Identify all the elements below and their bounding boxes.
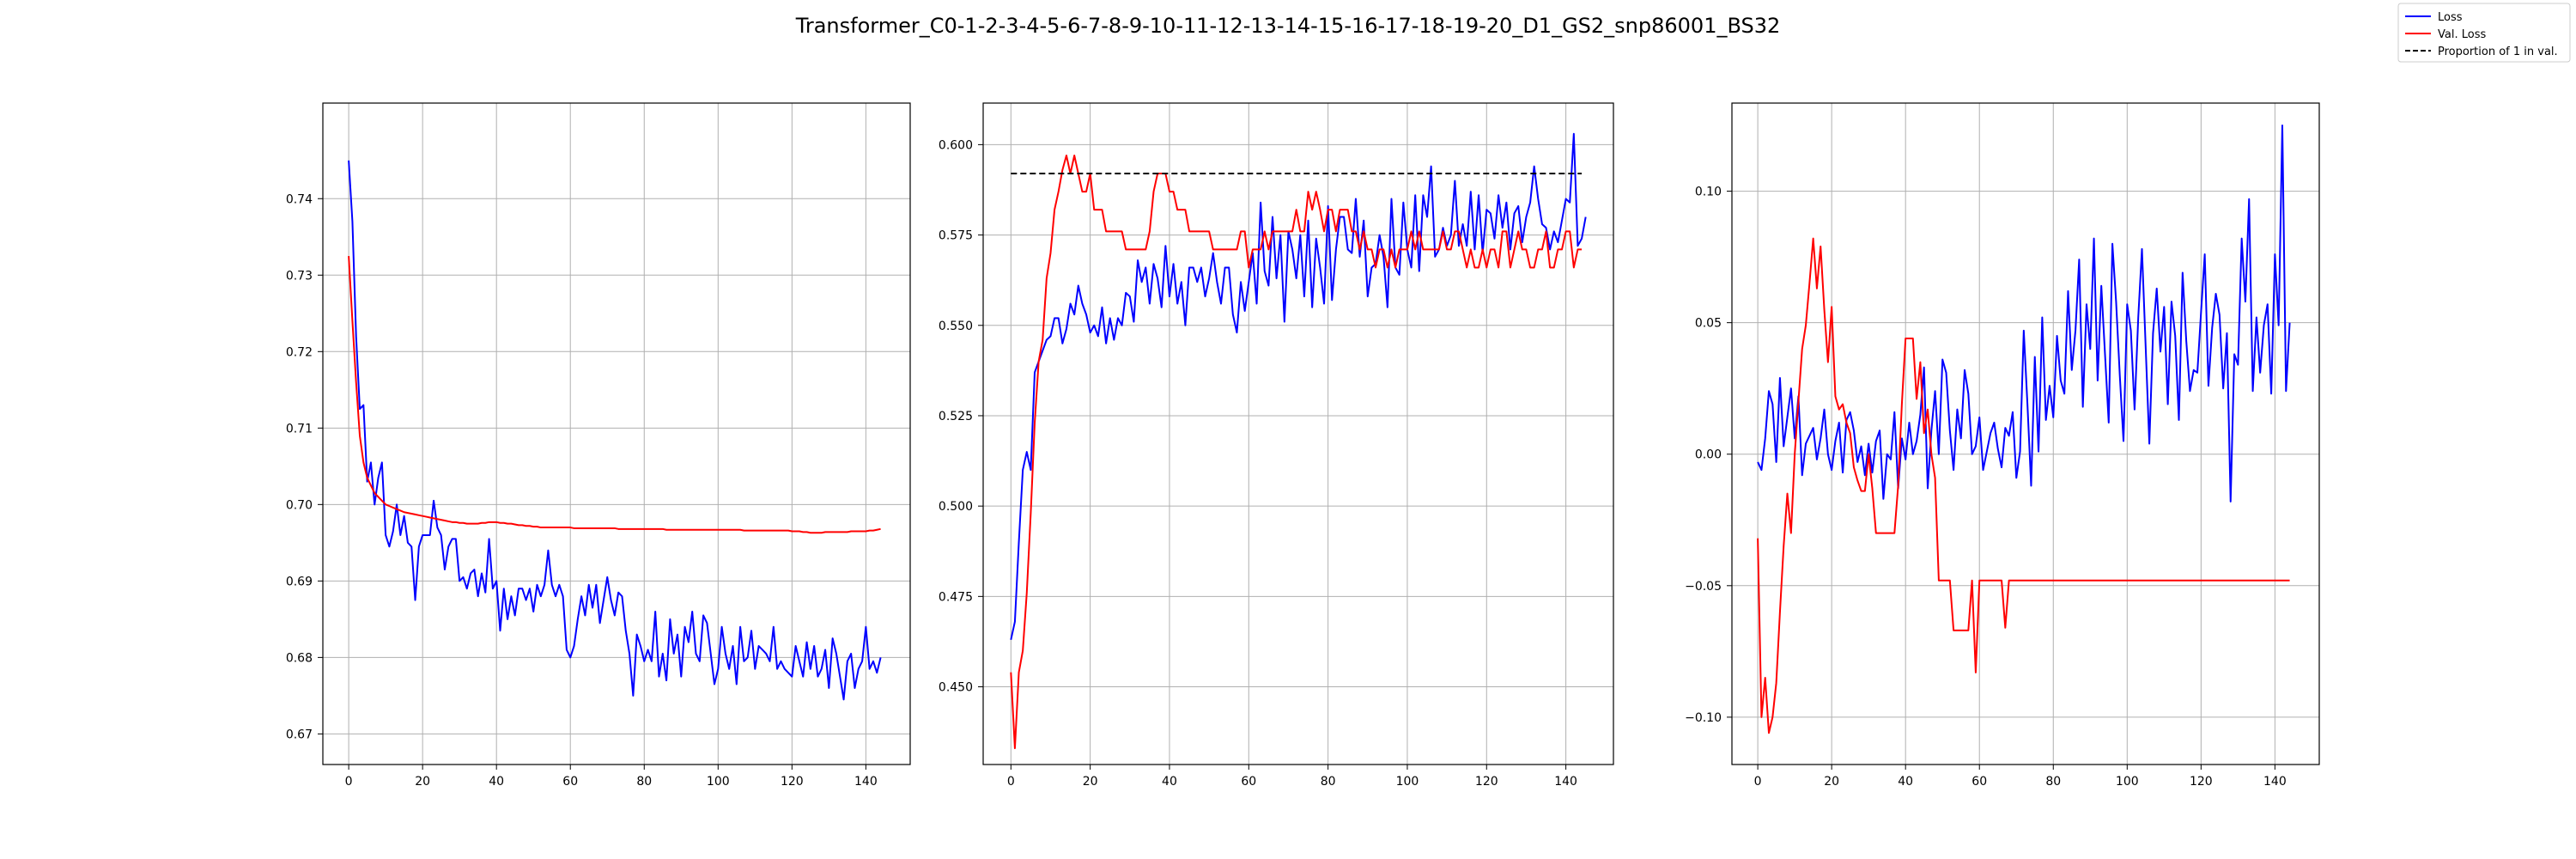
x-tick-label: 20 (1083, 775, 1098, 789)
y-tick-label: 0.69 (286, 575, 313, 588)
x-tick-label: 20 (415, 775, 430, 789)
x-tick-label: 120 (1475, 775, 1498, 789)
x-tick-label: 140 (1554, 775, 1577, 789)
y-tick-label: 0.575 (939, 229, 973, 243)
x-tick-label: 140 (854, 775, 878, 789)
legend-label: Proportion of 1 in val. (2438, 46, 2558, 58)
axes-frame (1731, 102, 2320, 765)
y-tick-label: 0.600 (939, 138, 973, 152)
y-tick-label: 0.05 (1695, 317, 1722, 331)
series-line-loss (348, 160, 882, 701)
series-line-val-loss (1757, 237, 2290, 734)
x-tick-label: 100 (2116, 775, 2139, 789)
x-tick-label: 40 (489, 775, 504, 789)
subplot-3: 0 20 40 60 80 100 120 140 −0.10 −0.05 0.00 0.05 0.10 (1685, 102, 2320, 789)
x-tick-label: 80 (2045, 775, 2061, 789)
x-tick-label: 100 (707, 775, 730, 789)
y-tick-label: 0.67 (286, 728, 313, 741)
x-tick-label: 60 (1971, 775, 1987, 789)
y-tick-label: 0.72 (286, 345, 313, 359)
y-tick-label: 0.475 (939, 590, 973, 604)
legend-label: Loss (2438, 11, 2463, 24)
y-tick-label: 0.450 (939, 681, 973, 695)
y-tick-label: 0.500 (939, 500, 973, 514)
x-tick-label: 100 (1396, 775, 1419, 789)
x-tick-label: 0 (1754, 775, 1762, 789)
y-tick-label: −0.05 (1685, 580, 1722, 594)
x-tick-label: 140 (2263, 775, 2287, 789)
x-tick-label: 0 (345, 775, 353, 789)
x-tick-label: 40 (1898, 775, 1913, 789)
y-tick-label: 0.10 (1695, 186, 1722, 199)
y-tick-label: 0.68 (286, 651, 313, 665)
x-tick-label: 20 (1824, 775, 1839, 789)
x-tick-label: 80 (636, 775, 652, 789)
x-tick-label: 60 (1241, 775, 1256, 789)
y-tick-label: −0.10 (1685, 711, 1722, 725)
legend-frame (2397, 3, 2571, 63)
y-tick-label: 0.525 (939, 410, 973, 423)
series-line-val-loss (348, 255, 881, 534)
y-tick-label: 0.73 (286, 269, 313, 283)
x-tick-label: 80 (1321, 775, 1336, 789)
legend: Loss Val. Loss Proportion of 1 in val. (2397, 3, 2571, 63)
y-tick-label: 0.550 (939, 320, 973, 333)
figure-title: Transformer_C0-1-2-3-4-5-6-7-8-9-10-11-1… (795, 14, 1781, 38)
y-tick-label: 0.74 (286, 192, 313, 206)
series-line-loss (1010, 132, 1587, 641)
series-line-loss (1757, 125, 2291, 503)
axes-frame (982, 102, 1614, 765)
y-tick-label: 0.71 (286, 422, 313, 436)
x-tick-label: 0 (1007, 775, 1015, 789)
x-tick-label: 40 (1162, 775, 1177, 789)
plots-container: 0 20 40 60 80 100 120 140 0.67 0.68 0.69 0.70 0.71 0.… (286, 102, 2320, 789)
x-tick-label: 120 (2190, 775, 2213, 789)
y-tick-label: 0.70 (286, 498, 313, 512)
x-tick-label: 60 (562, 775, 578, 789)
axes-frame (322, 102, 911, 765)
series-line-val-loss (1010, 155, 1583, 750)
y-tick-label: 0.00 (1695, 448, 1722, 462)
x-tick-label: 120 (781, 775, 804, 789)
subplot-2: 0 20 40 60 80 100 120 140 0.450 0.475 0.500 0.525 0.… (939, 102, 1614, 789)
subplot-1: 0 20 40 60 80 100 120 140 0.67 0.68 0.69 0.70 0.71 0.… (286, 102, 911, 789)
legend-label: Val. Loss (2438, 28, 2486, 41)
